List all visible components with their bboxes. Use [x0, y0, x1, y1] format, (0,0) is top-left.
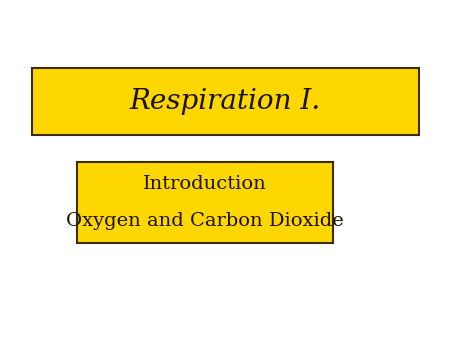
Text: Respiration I.: Respiration I. — [130, 88, 320, 115]
FancyBboxPatch shape — [32, 68, 419, 135]
FancyBboxPatch shape — [76, 162, 333, 243]
Text: Oxygen and Carbon Dioxide: Oxygen and Carbon Dioxide — [66, 212, 344, 231]
Text: Introduction: Introduction — [143, 175, 266, 193]
